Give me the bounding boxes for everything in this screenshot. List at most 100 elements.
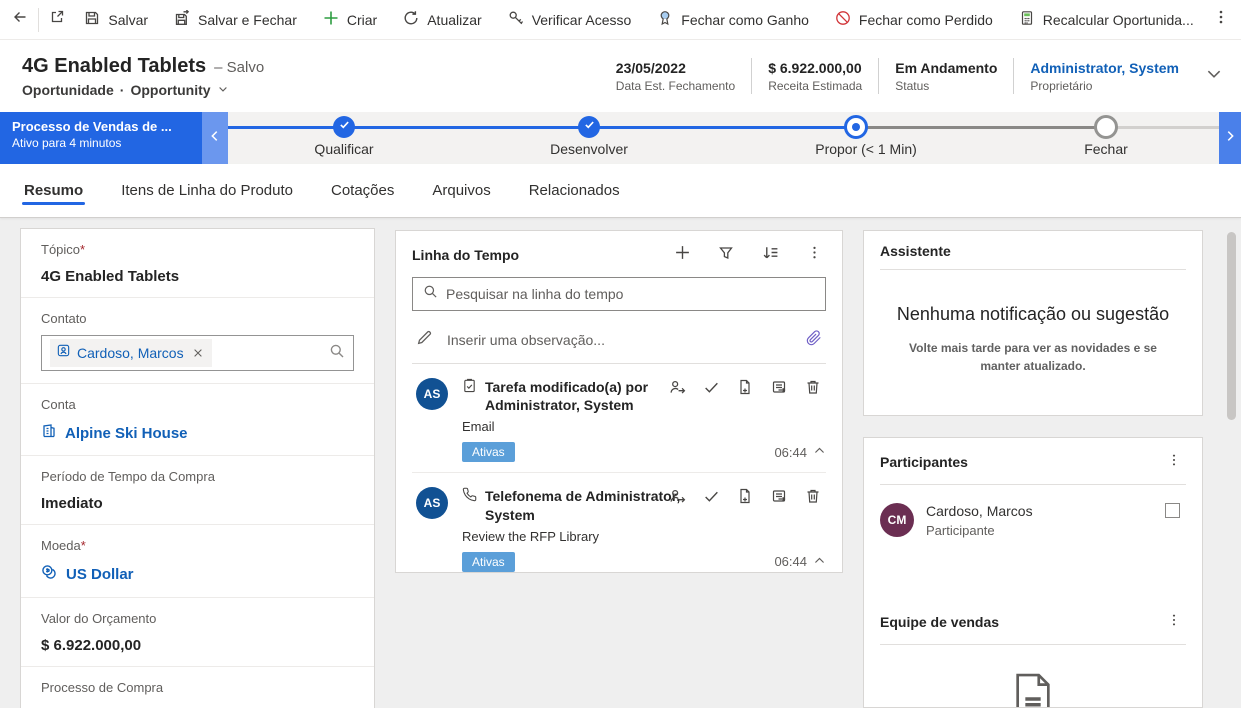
currency-value[interactable]: US Dollar [66, 566, 134, 583]
contact-value[interactable]: Cardoso, Marcos [77, 345, 184, 361]
divider [880, 269, 1186, 270]
create-document-icon[interactable] [734, 485, 756, 507]
delete-icon[interactable] [802, 485, 824, 507]
create-button[interactable]: Criar [310, 3, 390, 37]
chevron-down-icon [1205, 70, 1223, 87]
save-button[interactable]: Salvar [71, 3, 161, 37]
collapse-header-button[interactable] [1205, 65, 1223, 88]
sales-team-title: Equipe de vendas [880, 614, 1000, 630]
account-link[interactable]: Alpine Ski House [41, 423, 354, 443]
empty-document-icon [1010, 671, 1056, 707]
timeline-search-input[interactable] [446, 286, 815, 302]
recalculate-opportunity-button[interactable]: Recalcular Oportunida... [1006, 3, 1207, 37]
note-entry-row[interactable]: Inserir uma observação... [412, 317, 826, 364]
est-revenue-value: $ 6.922.000,00 [768, 59, 862, 76]
back-button[interactable] [6, 3, 34, 37]
check-access-button[interactable]: Verificar Acesso [495, 3, 645, 37]
refresh-button[interactable]: Atualizar [390, 3, 494, 37]
open-record-icon[interactable] [768, 485, 790, 507]
entity-name: Oportunidade [22, 81, 114, 98]
header-divider [878, 58, 880, 94]
assistant-card: Assistente Nenhuma notificação ou sugest… [863, 230, 1203, 416]
assign-icon[interactable] [666, 485, 688, 507]
tab-relacionados[interactable]: Relacionados [528, 182, 620, 199]
note-placeholder[interactable]: Inserir uma observação... [447, 332, 605, 348]
header-field-status[interactable]: Em Andamento Status [879, 60, 1013, 93]
tab-resumo[interactable]: Resumo [22, 168, 86, 213]
purchase-process-value[interactable]: Individual [41, 706, 354, 708]
tab-arquivos[interactable]: Arquivos [432, 182, 491, 199]
mark-complete-icon[interactable] [700, 376, 722, 398]
sales-team-more-button[interactable] [1162, 610, 1186, 634]
check-icon [338, 118, 351, 136]
form-selector[interactable]: Opportunity [130, 81, 211, 98]
timeline-more-button[interactable] [802, 243, 826, 267]
contact-pill[interactable]: Cardoso, Marcos [50, 339, 212, 367]
mark-complete-icon[interactable] [700, 485, 722, 507]
header-field-est-revenue[interactable]: $ 6.922.000,00 Receita Estimada [752, 60, 878, 93]
lookup-search-icon[interactable] [329, 343, 345, 364]
purchase-timeframe-value[interactable]: Imediato [41, 495, 103, 512]
chevron-down-icon[interactable] [217, 82, 229, 98]
chevron-up-icon[interactable] [813, 554, 826, 570]
tab-cotacoes[interactable]: Cotações [330, 182, 395, 199]
page-scrollbar[interactable] [1227, 232, 1236, 420]
account-value[interactable]: Alpine Ski House [65, 424, 188, 442]
topic-label: Tópico [41, 242, 81, 257]
assign-icon[interactable] [666, 376, 688, 398]
close-as-won-button[interactable]: Fechar como Ganho [644, 3, 822, 37]
delete-icon[interactable] [802, 376, 824, 398]
timeline-entry-task[interactable]: AS Tarefa modificado(a) por Administrato… [412, 364, 826, 474]
tab-itens-de-linha[interactable]: Itens de Linha do Produto [121, 182, 293, 199]
budget-amount-value[interactable]: $ 6.922.000,00 [41, 637, 142, 654]
entity-separator: · [119, 81, 125, 98]
topic-value[interactable]: 4G Enabled Tablets [41, 268, 180, 285]
assistant-empty-subtitle: Volte mais tarde para ver as novidades e… [909, 341, 1157, 373]
stakeholder-checkbox[interactable] [1165, 503, 1180, 518]
header-field-owner[interactable]: Administrator, System Proprietário [1014, 60, 1195, 93]
avatar: AS [416, 378, 448, 410]
chevron-up-icon[interactable] [813, 444, 826, 460]
open-in-new-window-button[interactable] [43, 3, 71, 37]
owner-link[interactable]: Administrator, System [1030, 59, 1179, 76]
process-collapse-button[interactable] [202, 112, 228, 164]
stage-develop-circle[interactable] [578, 116, 600, 138]
close-as-lost-label: Fechar como Perdido [858, 11, 993, 28]
save-and-close-button[interactable]: Salvar e Fechar [161, 3, 310, 37]
stage-propose-label[interactable]: Propor (< 1 Min) [815, 141, 917, 157]
est-revenue-label: Receita Estimada [768, 78, 863, 93]
assistant-title: Assistente [880, 243, 951, 259]
field-budget-amount: Valor do Orçamento $ 6.922.000,00 [21, 598, 374, 667]
attachment-icon[interactable] [806, 329, 822, 351]
create-document-icon[interactable] [734, 376, 756, 398]
stakeholder-row[interactable]: CM Cardoso, Marcos Participante [880, 503, 1186, 538]
timeline-sort-button[interactable] [758, 243, 782, 267]
stakeholders-more-button[interactable] [1162, 450, 1186, 474]
remove-contact-icon[interactable] [190, 347, 206, 359]
ellipsis-vertical-icon [1167, 453, 1181, 472]
process-name-box[interactable]: Processo de Vendas de ... Ativo para 4 m… [0, 112, 202, 164]
close-as-lost-button[interactable]: Fechar como Perdido [822, 3, 1006, 37]
stage-develop-label[interactable]: Desenvolver [550, 141, 628, 157]
contact-label: Contato [41, 311, 87, 326]
contact-lookup-field[interactable]: Cardoso, Marcos [41, 335, 354, 371]
process-next-button[interactable] [1219, 112, 1241, 164]
timeline-add-button[interactable] [670, 243, 694, 267]
currency-link[interactable]: US Dollar [41, 564, 354, 585]
entry-title[interactable]: Telefonema de Administrator, System [485, 488, 681, 523]
timeline-entry-phonecall[interactable]: AS Telefonema de Administrator, System R… [412, 473, 826, 572]
stage-close-label[interactable]: Fechar [1084, 141, 1128, 157]
entry-title[interactable]: Tarefa modificado(a) por Administrator, … [485, 379, 649, 414]
open-record-icon[interactable] [768, 376, 790, 398]
timeline-filter-button[interactable] [714, 243, 738, 267]
stage-propose-circle[interactable] [844, 115, 868, 139]
stage-qualify-label[interactable]: Qualificar [314, 141, 374, 157]
more-commands-button[interactable] [1207, 3, 1235, 37]
stage-close-circle[interactable] [1094, 115, 1118, 139]
field-purchase-timeframe: Período de Tempo da Compra Imediato [21, 456, 374, 525]
header-field-est-close-date[interactable]: 23/05/2022 Data Est. Fechamento [600, 60, 751, 93]
stage-qualify-circle[interactable] [333, 116, 355, 138]
stakeholder-name[interactable]: Cardoso, Marcos [926, 503, 1033, 519]
close-as-won-label: Fechar como Ganho [681, 11, 809, 28]
chevron-left-icon [208, 129, 222, 148]
